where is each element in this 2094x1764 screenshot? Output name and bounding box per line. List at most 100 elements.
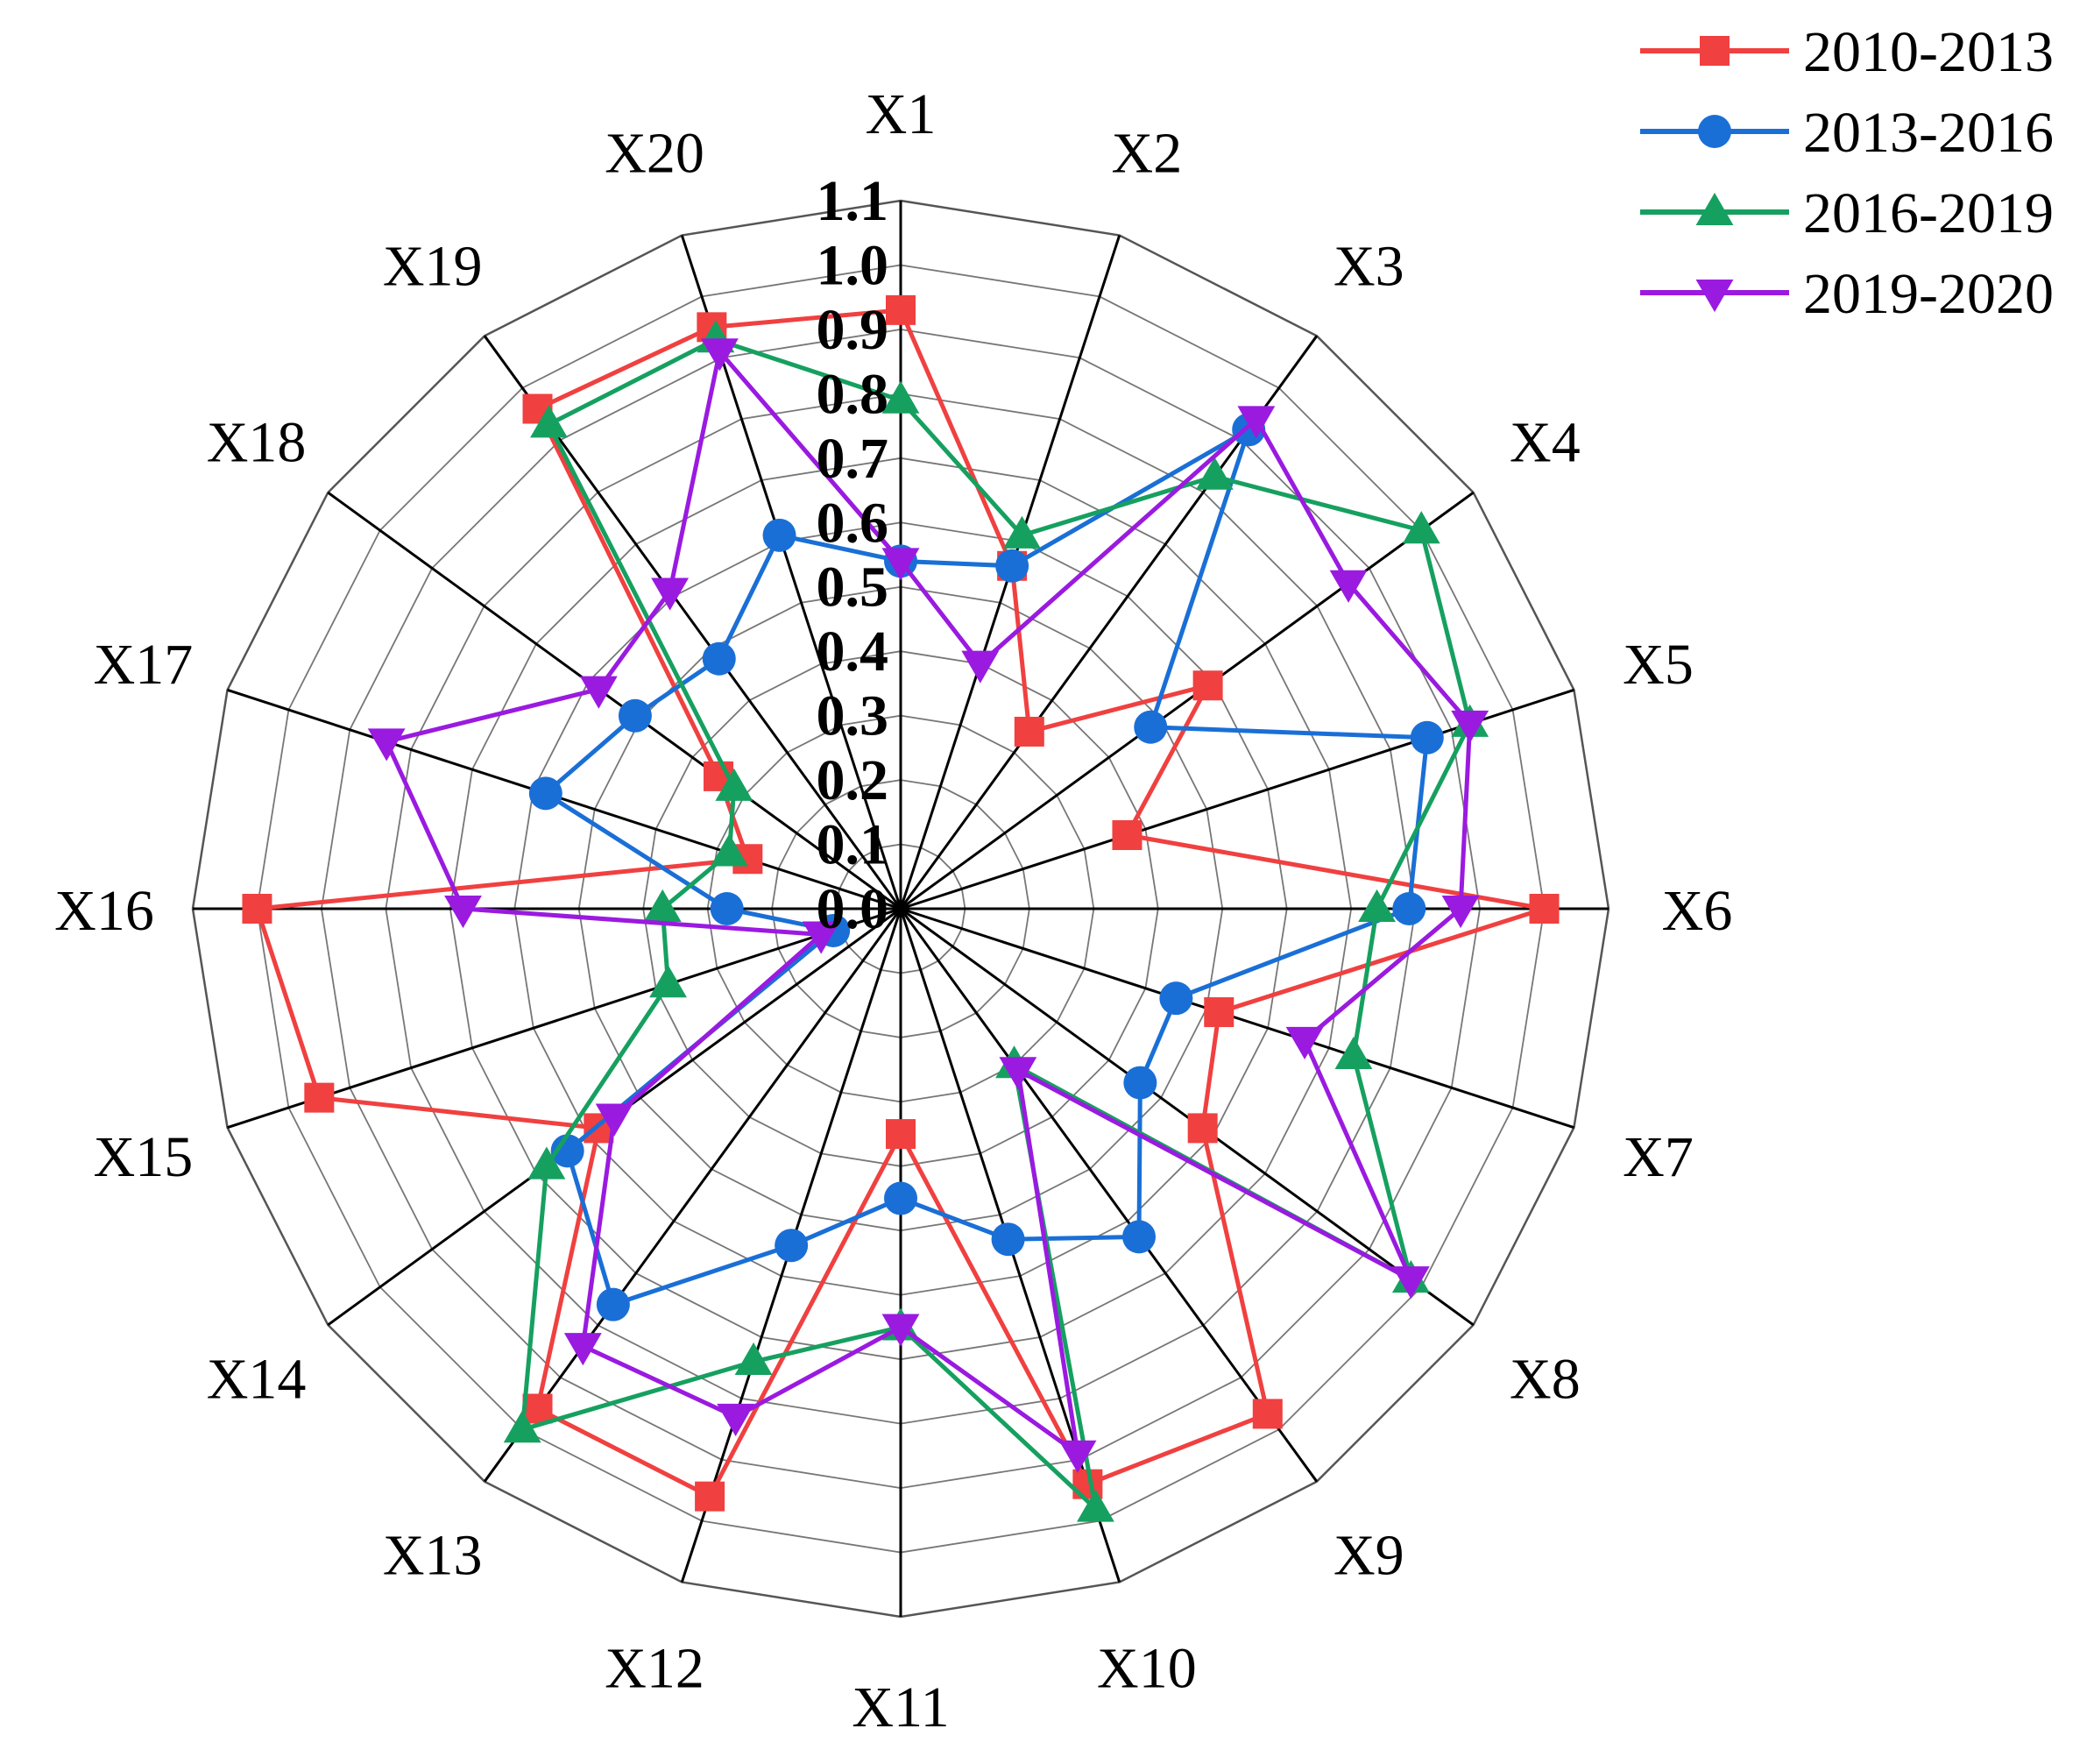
series-2019-2020	[367, 338, 1489, 1473]
category-label: X5	[1623, 633, 1694, 697]
data-point	[367, 728, 406, 762]
data-point	[530, 405, 568, 438]
data-point	[1698, 115, 1731, 148]
legend-label: 2019-2020	[1803, 262, 2054, 326]
tick-label: 1.0	[817, 233, 889, 297]
data-point	[1014, 716, 1044, 747]
spoke-line	[900, 491, 1475, 910]
category-label: X17	[94, 633, 194, 697]
tick-label: 0.1	[817, 813, 889, 877]
data-point	[695, 1481, 725, 1512]
data-point	[881, 380, 920, 414]
legend-label: 2013-2016	[1803, 101, 2054, 165]
data-point	[886, 294, 916, 325]
category-label: X14	[207, 1347, 307, 1411]
tick-label: 0.4	[817, 620, 889, 684]
data-point	[1329, 570, 1368, 603]
tick-label: 0.9	[817, 298, 889, 362]
spoke-line	[900, 907, 1475, 1327]
category-labels: X1 X2 X3 X4 X5 X6 X7 X8 X9 X10 X11 X12 X13 X14 X15 X16 X…	[54, 82, 1732, 1739]
data-point	[1058, 1440, 1097, 1473]
category-label: X20	[605, 121, 704, 185]
data-point	[1391, 1266, 1430, 1300]
data-point	[1529, 894, 1560, 924]
category-label: X6	[1662, 879, 1733, 943]
category-label: X18	[207, 411, 307, 475]
data-point	[527, 1146, 566, 1180]
legend: 2010-2013 2013-2016 2016-2019 2019-2020	[1640, 20, 2054, 326]
data-point	[775, 1229, 809, 1263]
data-point	[1122, 1220, 1157, 1254]
data-point	[1700, 36, 1730, 66]
data-point	[1112, 820, 1143, 851]
data-point	[522, 1393, 553, 1424]
data-point	[1003, 515, 1041, 549]
data-point	[991, 1222, 1025, 1257]
tick-label: 0.6	[817, 491, 889, 555]
data-point	[1204, 997, 1234, 1028]
data-point	[710, 833, 748, 867]
tick-label: 0.3	[817, 684, 889, 748]
category-label: X11	[852, 1675, 949, 1739]
category-label: X13	[383, 1523, 483, 1587]
tick-label: 0.0	[817, 877, 889, 941]
tick-label: 0.2	[817, 748, 889, 812]
legend-item: 2016-2019	[1640, 181, 2054, 245]
data-point	[651, 577, 690, 611]
data-point	[1695, 280, 1734, 313]
data-point	[1410, 720, 1444, 754]
category-label: X19	[383, 235, 483, 299]
radial-tick-labels: 0.00.10.20.30.40.50.60.70.80.91.01.1	[817, 169, 889, 941]
category-label: X8	[1510, 1347, 1581, 1411]
spoke-line	[327, 491, 902, 910]
data-point	[710, 892, 744, 925]
data-point	[1077, 1489, 1114, 1522]
legend-item: 2019-2020	[1640, 262, 2054, 326]
data-point	[649, 965, 687, 998]
data-point	[563, 1333, 602, 1366]
category-label: X1	[866, 82, 937, 146]
spoke-line	[899, 908, 1319, 1483]
data-point	[881, 548, 920, 581]
tick-label: 0.7	[817, 427, 889, 491]
data-point	[242, 894, 272, 924]
category-label: X12	[605, 1637, 704, 1701]
data-point	[884, 1181, 917, 1215]
data-point	[643, 889, 682, 922]
category-label: X4	[1510, 411, 1581, 475]
series-2013-2016	[528, 413, 1444, 1321]
data-point	[961, 650, 1000, 684]
data-point	[304, 1082, 335, 1113]
spoke-line	[900, 907, 1574, 1130]
data-point	[1195, 457, 1234, 490]
category-label: X10	[1097, 1637, 1197, 1701]
data-point	[1441, 896, 1480, 929]
category-label: X15	[94, 1125, 194, 1189]
legend-label: 2010-2013	[1803, 20, 2054, 84]
data-point	[528, 776, 562, 811]
data-point	[1252, 1399, 1283, 1429]
category-label: X7	[1623, 1125, 1694, 1189]
data-point	[596, 1287, 630, 1321]
data-point	[1192, 670, 1223, 701]
spoke-line	[227, 907, 902, 1130]
data-point	[1451, 710, 1489, 744]
data-point	[734, 1342, 773, 1375]
data-point	[1123, 1066, 1157, 1100]
series-line	[383, 346, 1473, 1459]
category-label: X2	[1112, 121, 1183, 185]
data-point	[1159, 981, 1193, 1016]
data-point	[995, 549, 1029, 583]
data-point	[717, 1403, 755, 1436]
data-point	[1187, 1113, 1218, 1144]
spoke-line	[227, 688, 902, 910]
data-point	[881, 1314, 920, 1347]
tick-label: 1.1	[817, 169, 889, 233]
series-layer	[242, 294, 1560, 1522]
tick-label: 0.5	[817, 556, 889, 620]
data-point	[1358, 889, 1396, 922]
legend-label: 2016-2019	[1803, 181, 2054, 245]
data-point	[503, 1410, 541, 1443]
data-point	[999, 1057, 1037, 1090]
